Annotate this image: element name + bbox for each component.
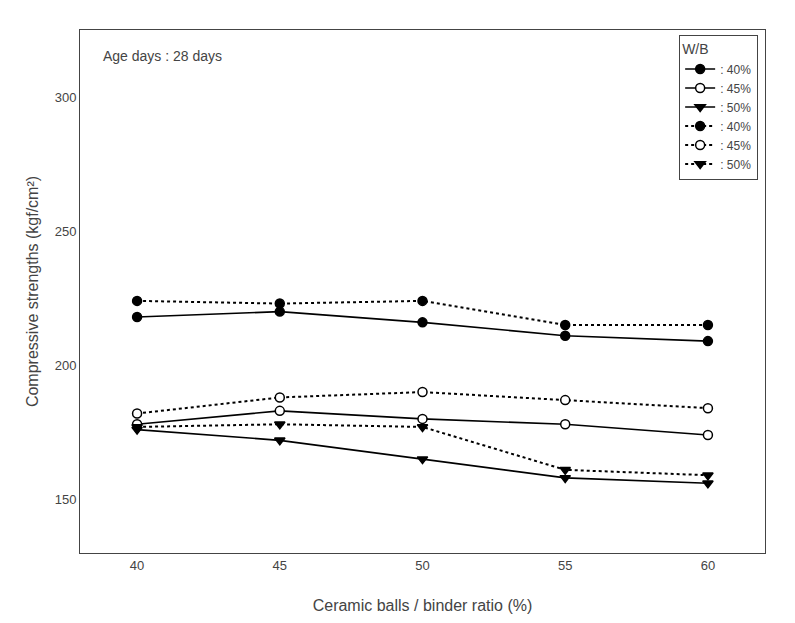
- svg-text:150: 150: [55, 492, 77, 507]
- svg-text:55: 55: [558, 558, 572, 573]
- svg-text:: 50%: : 50%: [720, 101, 751, 115]
- svg-text:250: 250: [55, 224, 77, 239]
- svg-text:50: 50: [415, 558, 429, 573]
- svg-text:: 45%: : 45%: [720, 82, 751, 96]
- svg-text:W/B: W/B: [682, 41, 708, 57]
- svg-text:200: 200: [55, 358, 77, 373]
- svg-text:: 50%: : 50%: [720, 158, 751, 172]
- svg-text:: 40%: : 40%: [720, 63, 751, 77]
- svg-text:40: 40: [130, 558, 144, 573]
- svg-text:45: 45: [273, 558, 287, 573]
- svg-text:: 45%: : 45%: [720, 139, 751, 153]
- svg-text:Ceramic balls / binder ratio (: Ceramic balls / binder ratio (%): [313, 597, 533, 614]
- svg-text:: 40%: : 40%: [720, 120, 751, 134]
- svg-text:Compressive strengths (kgf/cm²: Compressive strengths (kgf/cm²): [24, 176, 41, 407]
- svg-text:300: 300: [55, 90, 77, 105]
- svg-text:60: 60: [701, 558, 715, 573]
- svg-text:Age days : 28 days: Age days : 28 days: [103, 48, 222, 64]
